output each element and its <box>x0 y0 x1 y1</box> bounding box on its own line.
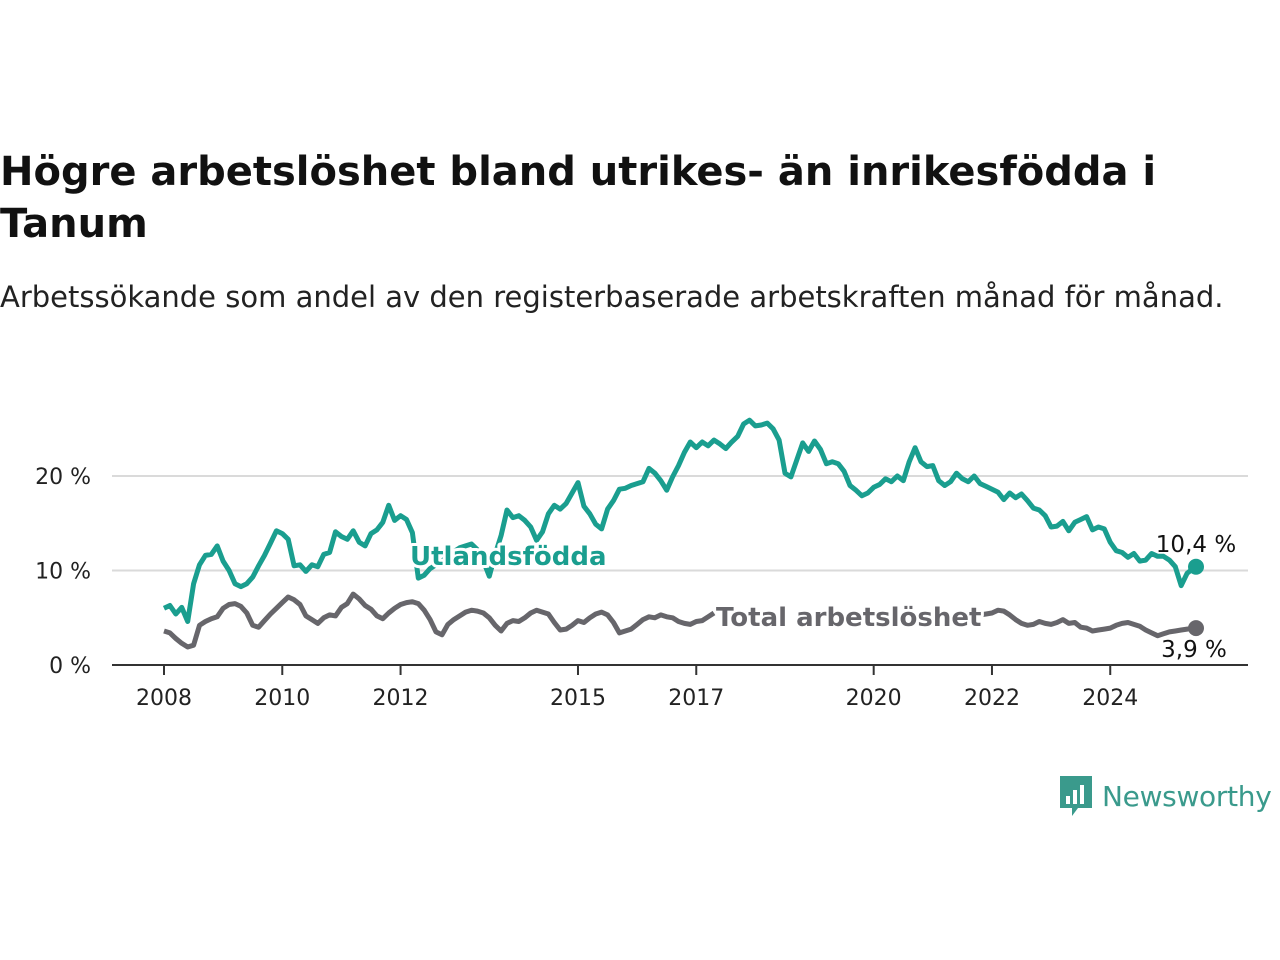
end-value-total: 3,9 % <box>1161 637 1227 663</box>
chart-subtitle: Arbetssökande som andel av den registerb… <box>0 280 1224 314</box>
x-tick-label: 2017 <box>668 686 724 711</box>
series-line-utlandsfodda <box>162 417 1198 624</box>
y-tick-label: 20 % <box>35 465 91 490</box>
series-label-total-halo: Total arbetslöshet <box>716 603 981 633</box>
line-chart: 0 % 10 % 20 % 2008 2010 2012 2015 2017 2020 2022… <box>35 417 1248 711</box>
series-label-total: Total arbetslöshet <box>716 603 981 633</box>
end-point-total <box>1188 620 1204 637</box>
chart-title: Högre arbetslöshet bland utrikes- än inr… <box>0 149 1157 247</box>
y-tick-label: 0 % <box>49 654 91 679</box>
x-tick-label: 2010 <box>254 686 310 711</box>
y-axis-ticks: 0 % 10 % 20 % <box>35 465 91 679</box>
x-tick-label: 2012 <box>373 686 429 711</box>
newsworthy-logo: Newsworthy <box>1058 774 1272 818</box>
x-tick-label: 2008 <box>136 686 192 711</box>
end-point-utlandsfodda <box>1188 558 1204 575</box>
x-tick-label: 2015 <box>550 686 606 711</box>
series-label-utlandsfodda: Utlandsfödda <box>410 542 607 572</box>
x-tick-label: 2024 <box>1082 686 1138 711</box>
y-tick-label: 10 % <box>35 560 91 585</box>
x-tick-label: 2022 <box>964 686 1020 711</box>
grid-lines <box>112 475 1248 572</box>
bar-chart-speech-bubble-icon <box>1060 776 1092 816</box>
series-line-total-early <box>163 591 716 650</box>
x-tick-label: 2020 <box>846 686 902 711</box>
series-label-utlandsfodda-halo: Utlandsfödda <box>410 542 607 572</box>
end-value-utlandsfodda: 10,4 % <box>1156 532 1236 558</box>
series-line-total-late <box>956 607 1197 639</box>
logo-wordmark: Newsworthy <box>1102 779 1272 813</box>
series-lines <box>162 417 1204 650</box>
x-axis-ticks: 2008 2010 2012 2015 2017 2020 2022 2024 <box>136 665 1138 711</box>
